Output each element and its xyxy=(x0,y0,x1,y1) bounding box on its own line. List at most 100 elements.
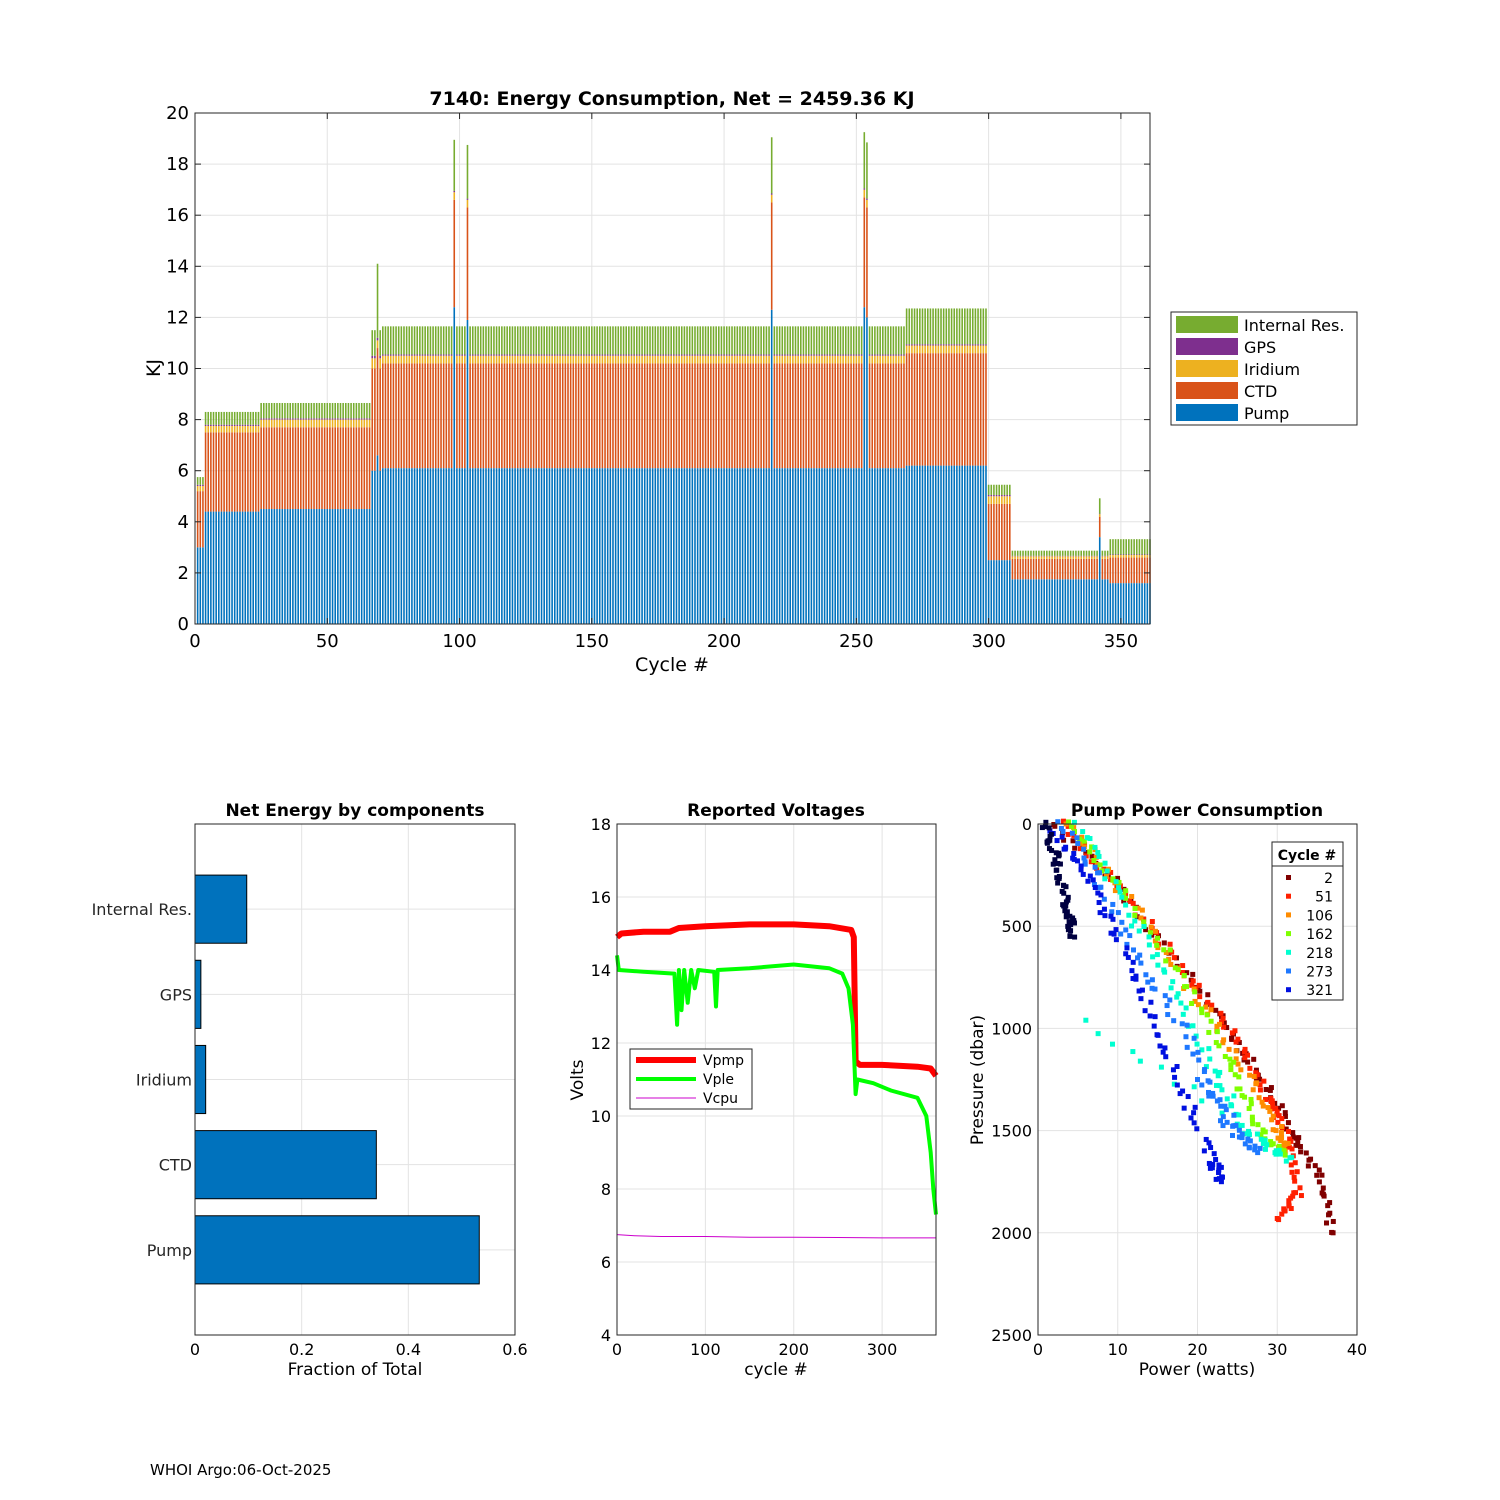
energy-legend-label: Pump xyxy=(1244,404,1289,423)
energy-bar-segment-internal xyxy=(1088,550,1090,556)
energy-bar-segment-pump xyxy=(598,468,601,624)
energy-bar-segment-internal xyxy=(789,326,792,355)
energy-bar-segment-ctd xyxy=(913,353,916,466)
energy-bar-segment-gps xyxy=(1117,554,1120,556)
energy-bar-segment-iridium xyxy=(1104,556,1106,559)
energy-bar-segment-ctd xyxy=(884,363,887,469)
pump-power-point xyxy=(1179,970,1185,976)
energy-bar-segment-ctd xyxy=(543,363,545,469)
energy-bar-segment-ctd xyxy=(802,363,805,469)
energy-bar-segment-gps xyxy=(807,354,810,356)
energy-bar-segment-pump xyxy=(501,468,503,624)
energy-bar-segment-internal xyxy=(294,402,297,419)
energy-bar-segment-gps xyxy=(678,354,680,356)
energy-bar-segment-internal xyxy=(921,308,924,345)
energy-bar-segment-internal xyxy=(887,326,889,355)
energy-bar-segment-pump xyxy=(315,509,318,624)
pump-power-point xyxy=(1204,1012,1210,1018)
pump-power-point xyxy=(1252,1143,1258,1149)
energy-bar-segment-pump xyxy=(302,509,305,624)
energy-bar-segment-ctd xyxy=(667,363,670,469)
energy-bar-segment-iridium xyxy=(614,355,617,364)
energy-bar-segment-iridium xyxy=(305,419,307,428)
energy-bar-segment-ctd xyxy=(1146,557,1149,584)
energy-bar-segment-gps xyxy=(321,418,323,420)
energy-bar-segment-ctd xyxy=(630,363,633,469)
energy-bar-segment-pump xyxy=(1043,579,1045,624)
energy-bar-segment-ctd xyxy=(741,363,744,469)
energy-bar-segment-internal xyxy=(1014,550,1016,556)
pump-power-point xyxy=(1109,1041,1115,1047)
energy-bar-segment-internal xyxy=(1051,550,1053,556)
energy-bar-segment-iridium xyxy=(501,355,503,364)
pump-power-point xyxy=(1286,1198,1292,1204)
energy-bar-segment-internal xyxy=(569,326,572,355)
energy-bar-segment-ctd xyxy=(834,363,836,469)
energy-bar-segment-internal xyxy=(829,326,831,355)
energy-bar-segment-pump xyxy=(932,465,934,624)
energy-bar-segment-pump xyxy=(1133,583,1135,624)
energy-bar-segment-pump xyxy=(249,511,252,624)
energy-bar-segment-iridium xyxy=(331,419,334,428)
energy-bar-segment-internal xyxy=(762,326,765,355)
energy-bar-segment-pump xyxy=(241,511,244,624)
pump-power-point xyxy=(1115,875,1121,881)
energy-bar-segment-ctd xyxy=(445,363,448,469)
pump-power-point xyxy=(1232,1072,1238,1078)
energy-bar-segment-iridium xyxy=(982,345,985,354)
pump-power-legend-marker xyxy=(1286,912,1291,918)
energy-bar-segment-ctd xyxy=(670,363,672,469)
energy-bar-segment-pump xyxy=(905,465,908,624)
energy-bar-segment-pump xyxy=(564,468,567,624)
energy-bar-segment-internal xyxy=(260,402,262,419)
energy-bar-segment-pump xyxy=(995,560,998,624)
energy-bar-segment-ctd xyxy=(403,363,405,469)
energy-bar-segment-gps xyxy=(897,354,900,356)
energy-bar-segment-internal xyxy=(680,326,683,355)
energy-bar-segment-internal xyxy=(286,402,289,419)
energy-bar-segment-pump xyxy=(606,468,609,624)
pump-power-point xyxy=(1181,972,1187,978)
energy-bar-segment-pump xyxy=(546,468,548,624)
energy-bar-segment-pump xyxy=(882,468,884,624)
pump-power-point xyxy=(1316,1179,1322,1185)
energy-bar-segment-iridium xyxy=(241,425,244,433)
energy-bar-segment-gps xyxy=(530,354,532,356)
energy-bar-segment-gps xyxy=(1043,555,1045,557)
energy-bar-segment-ctd xyxy=(559,363,561,469)
energy-bar-segment-ctd xyxy=(270,427,273,510)
energy-bar-segment-ctd xyxy=(1001,503,1003,561)
energy-bar-segment-gps xyxy=(628,354,630,356)
voltages-y-tick-label: 8 xyxy=(601,1180,611,1199)
energy-bar-segment-ctd xyxy=(1059,558,1061,580)
energy-bar-segment-gps xyxy=(305,418,307,420)
energy-bar-segment-iridium xyxy=(1019,556,1022,559)
pump-power-point xyxy=(1053,867,1059,873)
energy-bar-segment-ctd xyxy=(196,491,199,548)
energy-bar-segment-pump xyxy=(1128,583,1130,624)
energy-bar-segment-pump xyxy=(789,468,792,624)
energy-bar-segment-internal xyxy=(382,326,384,355)
pump-power-point xyxy=(1254,1072,1260,1078)
energy-bar-segment-internal xyxy=(818,326,821,355)
pump-power-point xyxy=(1263,1096,1269,1102)
energy-bar-segment-pump xyxy=(442,468,445,624)
energy-bar-segment-pump xyxy=(495,468,498,624)
energy-bar-segment-gps xyxy=(596,354,598,356)
energy-bar-segment-pump xyxy=(1109,583,1112,624)
pump-power-point xyxy=(1108,869,1114,875)
voltages-y-tick-label: 12 xyxy=(591,1034,611,1053)
pump-power-point xyxy=(1210,1093,1216,1099)
energy-bar-segment-iridium xyxy=(837,355,839,364)
energy-bar-segment-iridium xyxy=(519,355,522,364)
energy-bar-segment-ctd xyxy=(432,363,434,469)
energy-bar-segment-gps xyxy=(196,484,199,487)
energy-bar-segment-ctd xyxy=(408,363,411,469)
energy-bar-segment-pump xyxy=(649,468,651,624)
energy-bar-segment-iridium xyxy=(942,345,945,354)
energy-bar-segment-iridium xyxy=(591,355,593,364)
energy-bar-segment-iridium xyxy=(831,355,834,364)
energy-bar-segment-ctd xyxy=(688,363,691,469)
energy-bar-segment-internal xyxy=(247,411,249,425)
